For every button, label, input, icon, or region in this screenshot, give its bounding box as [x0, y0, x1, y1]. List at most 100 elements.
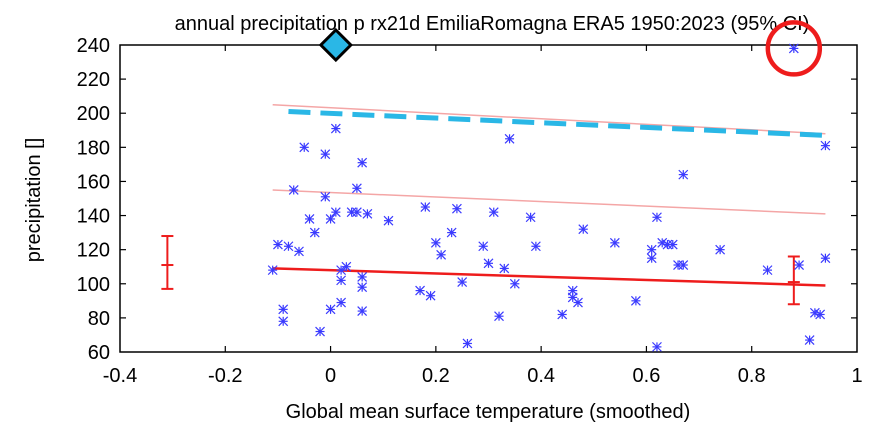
data-point: [267, 265, 278, 276]
data-point: [415, 285, 425, 296]
y-tick-label: 200: [77, 103, 110, 125]
data-point: [278, 316, 289, 327]
plot-frame: [119, 44, 858, 353]
data-point: [494, 311, 504, 322]
y-tick-label: 100: [77, 274, 110, 296]
data-point: [330, 207, 341, 218]
data-point: [667, 239, 678, 250]
data-point: [430, 237, 441, 248]
data-point: [273, 239, 283, 250]
data-point: [499, 263, 510, 274]
highlight-circle: [765, 20, 823, 77]
annotations: [318, 20, 823, 77]
data-point: [309, 227, 320, 238]
x-tick-label: 0: [325, 365, 336, 387]
y-tick-label: 180: [77, 137, 110, 159]
data-point: [288, 185, 299, 195]
data-point: [351, 183, 362, 194]
data-point: [320, 149, 331, 160]
data-point: [794, 260, 805, 270]
data-point: [451, 203, 462, 214]
data-point: [646, 244, 657, 255]
data-point: [362, 208, 373, 219]
data-point: [420, 202, 431, 212]
data-point: [315, 326, 325, 337]
data-point: [336, 275, 347, 286]
data-point: [488, 207, 499, 218]
data-point: [351, 207, 362, 218]
data-point: [483, 258, 494, 269]
data-point: [820, 140, 831, 151]
y-tick-label: 60: [88, 342, 110, 364]
data-point: [330, 123, 341, 134]
data-point: [325, 214, 336, 224]
data-point: [530, 241, 541, 252]
data-point: [788, 43, 799, 54]
x-tick-label: 0.2: [422, 365, 450, 387]
data-point: [804, 335, 815, 345]
error-bars: [161, 235, 800, 306]
data-point: [357, 272, 368, 282]
y-tick-label: 160: [77, 171, 110, 193]
data-point: [357, 282, 368, 293]
x-axis-label: Global mean surface temperature (smoothe…: [286, 401, 691, 423]
data-point: [652, 212, 662, 223]
x-tick-label: 0.6: [633, 365, 661, 387]
data-point: [573, 297, 583, 308]
data-point: [504, 133, 515, 144]
data-point: [357, 306, 368, 316]
data-point: [678, 260, 689, 270]
error-bar: [787, 255, 800, 306]
fit-line: [272, 189, 826, 215]
y-tick-label: 240: [77, 35, 110, 57]
x-axis-ticks: -0.4 -0.2 0 0.2 0.4 0.6 0.8 1: [103, 45, 863, 387]
data-point: [652, 341, 662, 352]
y-tick-label: 80: [88, 308, 110, 330]
data-point: [294, 246, 304, 257]
data-point: [525, 212, 536, 223]
data-point: [320, 191, 331, 202]
data-point: [630, 295, 641, 306]
data-point: [425, 290, 436, 301]
data-point: [457, 277, 468, 287]
data-points: [267, 43, 831, 352]
data-point: [578, 224, 589, 235]
x-tick-label: -0.2: [208, 365, 242, 387]
data-point: [678, 169, 689, 180]
data-point: [336, 297, 347, 308]
data-point: [436, 249, 447, 260]
fit-line: [272, 267, 826, 287]
y-tick-label: 220: [77, 69, 110, 91]
data-point: [357, 157, 368, 168]
y-tick-label: 120: [77, 240, 110, 262]
fit-line: [272, 103, 826, 135]
x-tick-label: -0.4: [103, 365, 137, 387]
diamond-marker: [318, 27, 353, 63]
data-point: [341, 261, 352, 272]
chart-title: annual precipitation p rx21d EmiliaRomag…: [175, 13, 810, 35]
data-point: [446, 227, 457, 238]
data-point: [383, 215, 394, 226]
data-point: [715, 244, 726, 255]
data-point: [815, 309, 826, 320]
data-point: [325, 304, 336, 315]
data-point: [646, 253, 657, 264]
dashed-fit-line: [288, 109, 826, 138]
data-point: [299, 142, 310, 153]
data-point: [509, 278, 520, 289]
error-bar: [161, 235, 174, 290]
data-point: [609, 237, 620, 248]
data-point: [762, 265, 773, 276]
x-tick-label: 1: [851, 365, 862, 387]
data-point: [567, 292, 578, 303]
y-axis-label: precipitation []: [23, 138, 45, 263]
y-tick-label: 140: [77, 206, 110, 228]
data-point: [304, 214, 315, 224]
x-tick-label: 0.8: [738, 365, 766, 387]
data-point: [478, 241, 489, 252]
y-axis-ticks: 60 80 100 120 140 160 180 200 220 240: [77, 35, 857, 364]
data-point: [283, 241, 294, 252]
data-point: [278, 304, 289, 315]
data-point: [820, 253, 831, 264]
